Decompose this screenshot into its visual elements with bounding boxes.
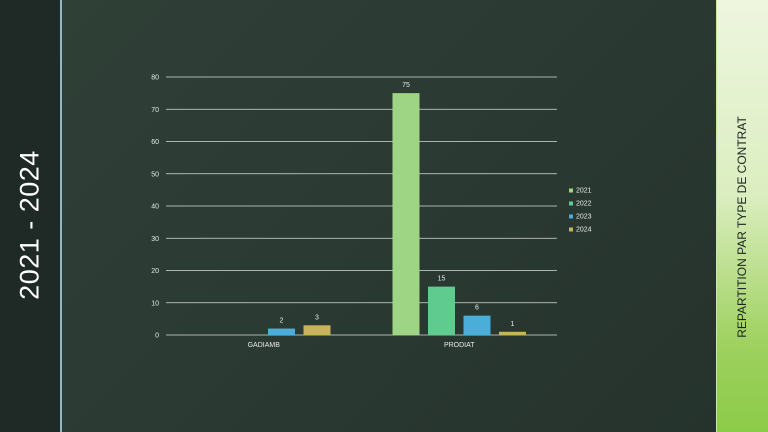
data-label: 15 [438, 276, 446, 283]
legend-label: 2022 [576, 201, 592, 208]
category-label: GADIAMB [248, 342, 281, 349]
data-label: 6 [475, 305, 479, 312]
y-tick-label: 80 [151, 75, 159, 82]
data-label: 75 [402, 82, 410, 89]
category-label: PRODIAT [444, 342, 475, 349]
legend-label: 2023 [576, 214, 592, 221]
data-label: 2 [280, 318, 284, 325]
legend-swatch [569, 227, 573, 232]
data-label: 3 [315, 314, 319, 321]
y-tick-label: 50 [151, 171, 159, 178]
left-band [0, 0, 60, 432]
bar-2023-gadiamb [268, 328, 295, 335]
bar-2024-gadiamb [303, 325, 331, 335]
bar-2022-prodiat [428, 286, 455, 335]
legend-swatch [569, 214, 573, 219]
data-label: 1 [511, 321, 515, 328]
chart-background [62, 0, 717, 432]
legend-label: 2021 [576, 188, 592, 195]
bar-2021-prodiat [392, 93, 420, 335]
y-tick-label: 40 [151, 204, 159, 211]
y-tick-label: 60 [151, 139, 159, 146]
y-tick-label: 0 [155, 333, 159, 340]
bar-2023-prodiat [463, 315, 491, 335]
y-tick-label: 20 [151, 268, 159, 275]
bar-2024-prodiat [499, 331, 526, 335]
legend-swatch [569, 201, 573, 206]
y-tick-label: 10 [151, 300, 159, 307]
y-tick-label: 70 [151, 107, 159, 114]
left-accent-line [60, 0, 62, 432]
legend-swatch [569, 188, 573, 193]
y-tick-label: 30 [151, 236, 159, 243]
legend-label: 2024 [576, 227, 592, 234]
right-band [717, 0, 768, 432]
